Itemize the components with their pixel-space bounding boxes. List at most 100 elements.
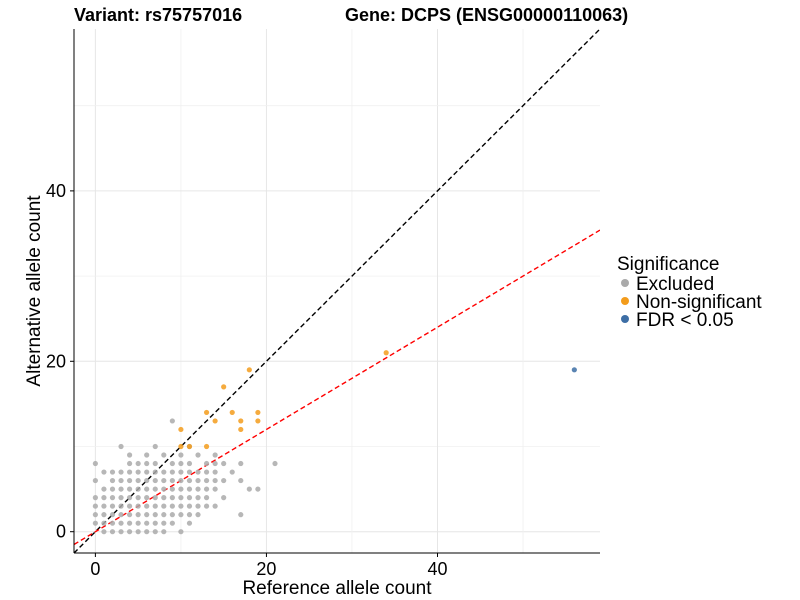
- data-point: [178, 426, 184, 433]
- series-excluded: [92, 418, 278, 535]
- data-point: [101, 512, 107, 518]
- x-tick-label: 0: [90, 559, 100, 579]
- data-point: [203, 477, 210, 484]
- chart-title-variant: Variant: rs75757016: [74, 5, 242, 25]
- data-point: [203, 486, 210, 492]
- data-point: [118, 520, 124, 526]
- legend-item: Non-significant: [621, 292, 762, 313]
- data-point: [169, 512, 175, 518]
- data-point: [126, 512, 133, 518]
- data-point: [152, 529, 158, 535]
- data-point: [109, 486, 116, 492]
- data-point: [238, 512, 244, 518]
- data-point: [195, 512, 201, 518]
- data-point: [178, 452, 184, 458]
- data-point: [118, 443, 124, 450]
- data-point: [186, 503, 193, 509]
- data-point: [229, 469, 235, 475]
- data-point: [221, 477, 227, 484]
- data-point: [126, 495, 133, 501]
- data-point: [212, 460, 218, 467]
- data-point: [212, 452, 218, 458]
- data-point: [178, 469, 184, 475]
- data-point: [161, 486, 167, 492]
- data-point: [169, 469, 175, 475]
- data-point: [178, 460, 184, 467]
- legend-label: FDR < 0.05: [636, 310, 734, 331]
- x-tick-label: 40: [427, 559, 447, 579]
- data-point: [178, 529, 184, 535]
- data-point: [144, 512, 150, 518]
- data-point: [186, 460, 193, 467]
- data-point: [144, 529, 150, 535]
- data-point: [144, 469, 150, 475]
- data-point: [203, 503, 210, 509]
- data-point: [135, 495, 141, 501]
- data-point: [126, 486, 133, 492]
- data-point: [178, 486, 184, 492]
- data-point: [571, 367, 577, 373]
- data-point: [161, 520, 167, 526]
- data-point: [92, 477, 98, 484]
- data-point: [169, 503, 175, 509]
- reference-lines: [74, 29, 600, 553]
- data-point: [126, 520, 133, 526]
- data-point: [135, 477, 141, 484]
- data-point: [144, 486, 150, 492]
- legend: Significance ExcludedNon-significantFDR …: [617, 254, 762, 331]
- data-point: [195, 495, 201, 501]
- data-point: [101, 520, 107, 526]
- data-point: [238, 426, 244, 433]
- data-point: [178, 503, 184, 509]
- data-point: [161, 512, 167, 518]
- data-point: [272, 460, 278, 467]
- data-point: [152, 443, 158, 450]
- legend-swatch: [621, 297, 629, 305]
- x-axis-ticks: 0 20 40: [90, 553, 448, 579]
- y-tick-label: 0: [56, 522, 66, 542]
- data-point: [186, 512, 193, 518]
- data-point: [118, 512, 124, 518]
- legend-item: FDR < 0.05: [621, 310, 734, 331]
- series-fdr-0-05: [571, 367, 577, 373]
- data-point: [246, 367, 252, 373]
- series-non-significant: [178, 350, 389, 450]
- data-point: [109, 495, 116, 501]
- data-point: [109, 477, 116, 484]
- data-point: [161, 503, 167, 509]
- data-point: [161, 495, 167, 501]
- data-point: [221, 460, 227, 467]
- x-axis-title: Reference allele count: [242, 578, 432, 599]
- data-point: [101, 529, 107, 535]
- data-point: [221, 495, 227, 501]
- data-point: [109, 469, 116, 475]
- data-points: [92, 350, 577, 535]
- x-tick-label: 20: [256, 559, 276, 579]
- data-point: [101, 495, 107, 501]
- reference-line-identity: [74, 29, 600, 553]
- y-axis-title: Alternative allele count: [24, 195, 45, 387]
- data-point: [135, 503, 141, 509]
- data-point: [203, 443, 210, 450]
- data-point: [161, 452, 167, 458]
- data-point: [195, 486, 201, 492]
- data-point: [135, 460, 141, 467]
- data-point: [126, 503, 133, 509]
- data-point: [92, 495, 98, 501]
- data-point: [212, 469, 218, 475]
- legend-title: Significance: [617, 254, 719, 275]
- data-point: [109, 503, 116, 509]
- data-point: [186, 486, 193, 492]
- data-point: [109, 529, 116, 535]
- y-tick-label: 40: [46, 181, 66, 201]
- data-point: [101, 469, 107, 475]
- data-point: [118, 486, 124, 492]
- data-point: [92, 512, 98, 518]
- data-point: [126, 529, 133, 535]
- data-point: [152, 503, 158, 509]
- data-point: [186, 495, 193, 501]
- data-point: [229, 409, 235, 416]
- data-point: [144, 495, 150, 501]
- data-point: [144, 460, 150, 467]
- data-point: [212, 418, 218, 424]
